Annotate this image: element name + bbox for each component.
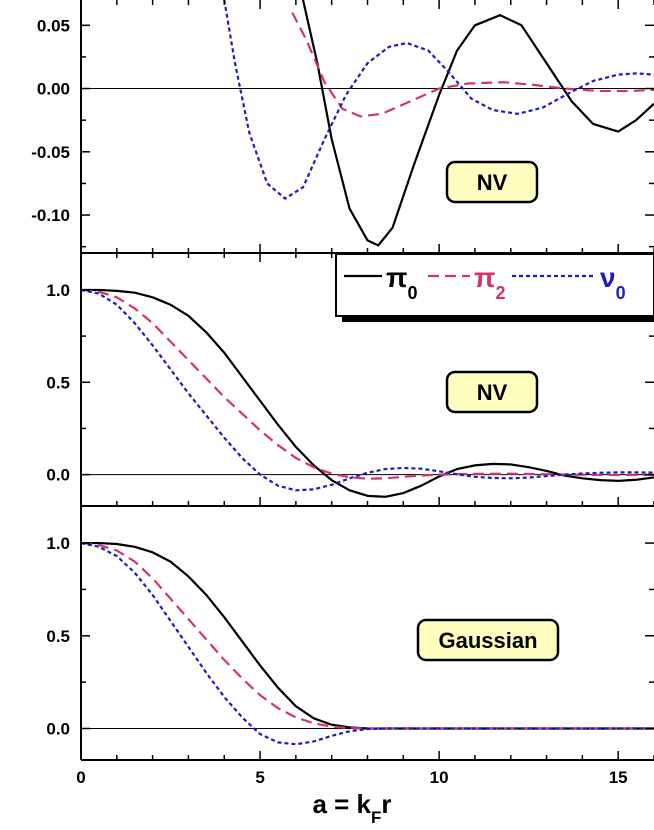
legend-frame	[335, 253, 654, 317]
series-line-pi2	[291, 12, 654, 118]
series-group	[223, 0, 654, 247]
y-tick-label: 0.00	[37, 80, 70, 99]
legend-symbol: π	[474, 262, 495, 293]
annotation-box-gaussian: Gaussian	[416, 618, 560, 662]
series-group	[81, 288, 654, 498]
y-tick-label: 0.0	[46, 719, 70, 738]
annotation-frame	[445, 370, 539, 414]
legend: π0 π2 ν0	[335, 253, 654, 322]
y-tick-label: 1.0	[46, 281, 70, 300]
legend-subscript: 0	[616, 283, 626, 303]
x-axis-title: a = kFr	[312, 789, 391, 827]
series-line-nu0	[81, 288, 654, 492]
legend-symbol: π	[386, 262, 407, 293]
x-tick-label: 10	[430, 768, 449, 787]
annotation-label: NV	[477, 170, 508, 195]
y-tick-labels: 1.0 0.5 0.0	[46, 281, 70, 485]
annotation-frame	[416, 618, 560, 662]
legend-entry-pi2: π2	[428, 262, 505, 303]
legend-label-pi2: π2	[474, 262, 505, 303]
y-tick-label: 0.0	[46, 466, 70, 485]
legend-subscript: 2	[495, 283, 505, 303]
x-tick-label: 5	[255, 768, 264, 787]
y-tick-label: 1.0	[46, 534, 70, 553]
series-line-pi2	[81, 541, 654, 730]
series-line-pi0	[301, 0, 654, 247]
y-tick-label: 0.5	[46, 627, 70, 646]
y-tick-label: 0.05	[37, 16, 70, 35]
y-tick-label: -0.05	[31, 143, 70, 162]
series-group	[81, 541, 654, 746]
series-line-nu0	[223, 0, 654, 200]
annotation-label: NV	[477, 380, 508, 405]
annotation-frame	[445, 160, 539, 204]
y-tick-label: 0.5	[46, 373, 70, 392]
series-line-pi0	[81, 541, 654, 730]
x-axis-title-tail: r	[381, 789, 391, 819]
legend-symbol: ν	[600, 262, 616, 293]
x-axis-title-main: a = k	[312, 789, 371, 819]
y-tick-labels: 1.0 0.5 0.0	[46, 534, 70, 738]
panel-middle: 1.0 0.5 0.0 NV	[46, 253, 654, 506]
series-line-pi2	[81, 288, 654, 480]
y-tick-label: -0.10	[31, 206, 70, 225]
annotation-box-nv-top: NV	[445, 160, 539, 204]
x-tick-labels: 0 5 10 15	[76, 768, 627, 787]
panel-bottom: 1.0 0.5 0.0 Gaussian	[46, 534, 654, 760]
plot-frame	[80, 0, 654, 761]
legend-label-nu0: ν0	[600, 262, 626, 303]
tick-marks	[80, 542, 654, 760]
legend-entry-nu0: ν0	[512, 262, 626, 303]
y-tick-labels: 0.05 0.00 -0.05 -0.10	[31, 16, 70, 225]
legend-entry-pi0: π0	[344, 262, 417, 303]
x-tick-label: 0	[76, 768, 85, 787]
series-line-nu0	[81, 542, 654, 746]
x-tick-label: 15	[609, 768, 628, 787]
x-axis-title-subscript: F	[371, 808, 381, 827]
panel-top: 0.05 0.00 -0.05 -0.10 NV	[31, 0, 654, 253]
legend-label-pi0: π0	[386, 262, 417, 303]
legend-subscript: 0	[407, 283, 417, 303]
annotation-label: Gaussian	[438, 628, 537, 653]
annotation-box-nv-middle: NV	[445, 370, 539, 414]
tick-marks	[80, 0, 654, 253]
